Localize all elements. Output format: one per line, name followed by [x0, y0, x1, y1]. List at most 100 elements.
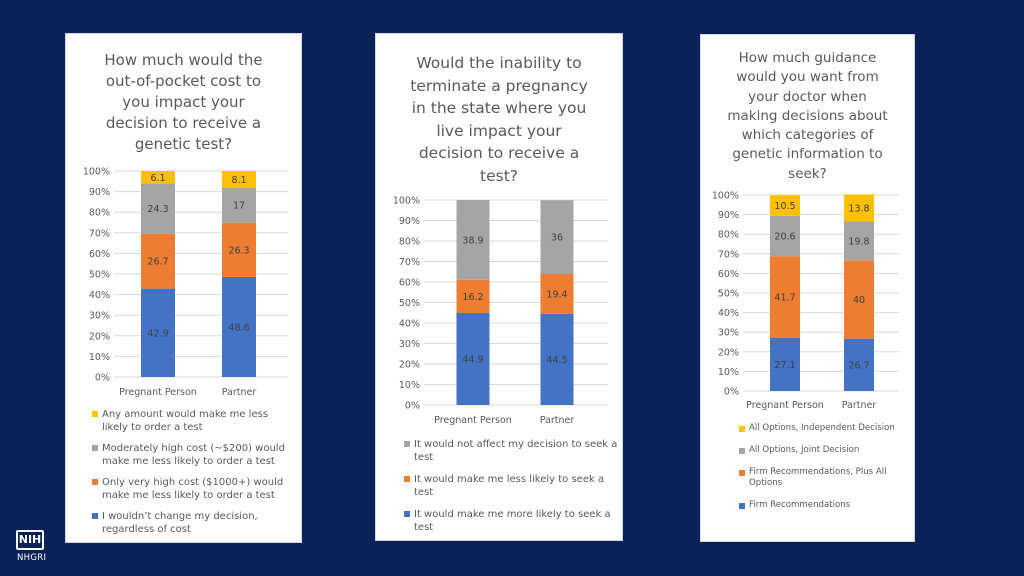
bar-segment — [770, 337, 800, 391]
data-label: 27.1 — [774, 360, 795, 371]
legend-label: Only very high cost ($1000+) would make … — [102, 477, 284, 501]
stacked-bar-chart-cost: 0% 10% 20% 30% 40% 50% 60% 70% 80% 90% 100% 42.9 26.… — [83, 167, 288, 398]
y-tick-label: 30% — [89, 311, 110, 322]
y-tick-label: 0% — [95, 373, 110, 384]
bar-segment — [540, 313, 574, 405]
data-label: 24.3 — [147, 204, 168, 215]
legend-swatch — [404, 441, 410, 447]
y-tick-label: 30% — [718, 328, 739, 339]
bar-segment — [456, 312, 490, 405]
y-tick-label: 40% — [89, 290, 110, 301]
y-tick-label: 100% — [712, 191, 739, 202]
data-label: 19.8 — [848, 236, 869, 247]
legend-item: Firm Recommendations, Plus All Options — [739, 467, 904, 489]
y-tick-label: 90% — [399, 216, 420, 227]
data-label: 36 — [551, 233, 563, 244]
legend-item: Moderately high cost (~$200) would make … — [92, 442, 292, 468]
bar-segment — [844, 338, 874, 391]
stacked-bar-chart-termination: 0% 10% 20% 30% 40% 50% 60% 70% 80% 90% 100% 44.9 16.… — [393, 196, 608, 426]
y-tick-label: 80% — [89, 208, 110, 219]
x-category-label: Pregnant Person — [434, 415, 512, 426]
chart-legend: It would not affect my decision to seek … — [404, 438, 618, 540]
bar-segment — [222, 276, 256, 377]
data-label: 8.1 — [231, 175, 246, 186]
legend-swatch — [404, 511, 410, 517]
legend-swatch — [739, 503, 745, 509]
data-label: 26.3 — [228, 245, 249, 256]
y-tick-label: 60% — [89, 249, 110, 260]
x-category-label: Partner — [842, 400, 877, 411]
legend-swatch — [404, 476, 410, 482]
bar-segment — [222, 171, 256, 188]
data-label: 6.1 — [150, 173, 165, 184]
y-tick-label: 10% — [89, 352, 110, 363]
bar-segment — [770, 256, 800, 338]
legend-label: All Options, Independent Decision — [749, 423, 895, 433]
bar-segment — [456, 279, 490, 313]
bar-segment — [540, 200, 574, 275]
legend-label: It would make me less likely to seek a t… — [414, 474, 605, 498]
legend-swatch — [92, 445, 98, 451]
legend-label: It would make me more likely to seek a t… — [414, 509, 611, 533]
legend-label: All Options, Joint Decision — [749, 445, 860, 455]
bar-segment — [770, 215, 800, 257]
data-label: 41.7 — [774, 293, 795, 304]
chart-panel-guidance: How much guidance would you want from yo… — [701, 35, 914, 541]
legend-swatch — [739, 426, 745, 432]
legend-swatch — [92, 479, 98, 485]
bar-segment — [844, 260, 874, 339]
data-label: 38.9 — [462, 235, 483, 246]
data-label: 26.7 — [147, 257, 168, 268]
y-tick-label: 50% — [399, 298, 420, 309]
y-tick-label: 10% — [718, 367, 739, 378]
legend-label: Any amount would make me less likely to … — [102, 409, 269, 433]
y-tick-label: 0% — [724, 387, 739, 398]
bar-segment — [222, 222, 256, 277]
y-tick-label: 90% — [718, 210, 739, 221]
nih-mark: NIH — [16, 530, 44, 550]
bar-segment — [141, 233, 175, 289]
chart-title: Would the inability to terminate a pregn… — [410, 54, 588, 185]
nih-logo: NIH NHGRI — [16, 530, 56, 568]
y-tick-label: 20% — [399, 360, 420, 371]
data-label: 26.7 — [848, 360, 869, 371]
bar-segment — [844, 221, 874, 261]
x-category-label: Partner — [222, 387, 257, 398]
legend-item: Only very high cost ($1000+) would make … — [92, 476, 292, 502]
y-tick-label: 100% — [83, 167, 110, 178]
chart-legend: All Options, Independent Decision All Opt… — [739, 423, 904, 522]
legend-swatch — [92, 411, 98, 417]
bar-segment — [456, 200, 490, 280]
legend-item: Firm Recommendations — [739, 500, 904, 511]
chart-title: How much would the out-of-pocket cost to… — [104, 51, 263, 153]
data-label: 10.5 — [774, 201, 795, 212]
x-category-label: Pregnant Person — [119, 387, 197, 398]
legend-label: Moderately high cost (~$200) would make … — [102, 443, 285, 467]
data-label: 48.6 — [228, 322, 249, 333]
chart-legend: Any amount would make me less likely to … — [92, 408, 292, 542]
y-tick-label: 80% — [718, 230, 739, 241]
x-category-label: Partner — [540, 415, 575, 426]
legend-label: I wouldn’t change my decision, regardles… — [102, 511, 258, 535]
data-label: 40 — [853, 295, 865, 306]
x-category-label: Pregnant Person — [746, 400, 824, 411]
bar-segment — [141, 171, 175, 184]
bar-segment — [540, 274, 574, 314]
y-tick-label: 50% — [89, 270, 110, 281]
chart-title: How much guidance would you want from yo… — [727, 50, 888, 182]
y-tick-label: 70% — [718, 249, 739, 260]
bar-segment — [141, 183, 175, 234]
legend-swatch — [92, 513, 98, 519]
y-tick-label: 50% — [718, 289, 739, 300]
legend-swatch — [739, 470, 745, 476]
legend-swatch — [739, 448, 745, 454]
bar-segment — [141, 288, 175, 377]
legend-item: It would not affect my decision to seek … — [404, 438, 618, 464]
data-label: 44.9 — [462, 354, 483, 365]
y-tick-label: 100% — [393, 196, 420, 207]
y-tick-label: 60% — [399, 278, 420, 289]
y-tick-label: 40% — [399, 319, 420, 330]
data-label: 20.6 — [774, 231, 795, 242]
data-label: 16.2 — [462, 292, 483, 303]
legend-label: Firm Recommendations, Plus All Options — [749, 467, 887, 488]
